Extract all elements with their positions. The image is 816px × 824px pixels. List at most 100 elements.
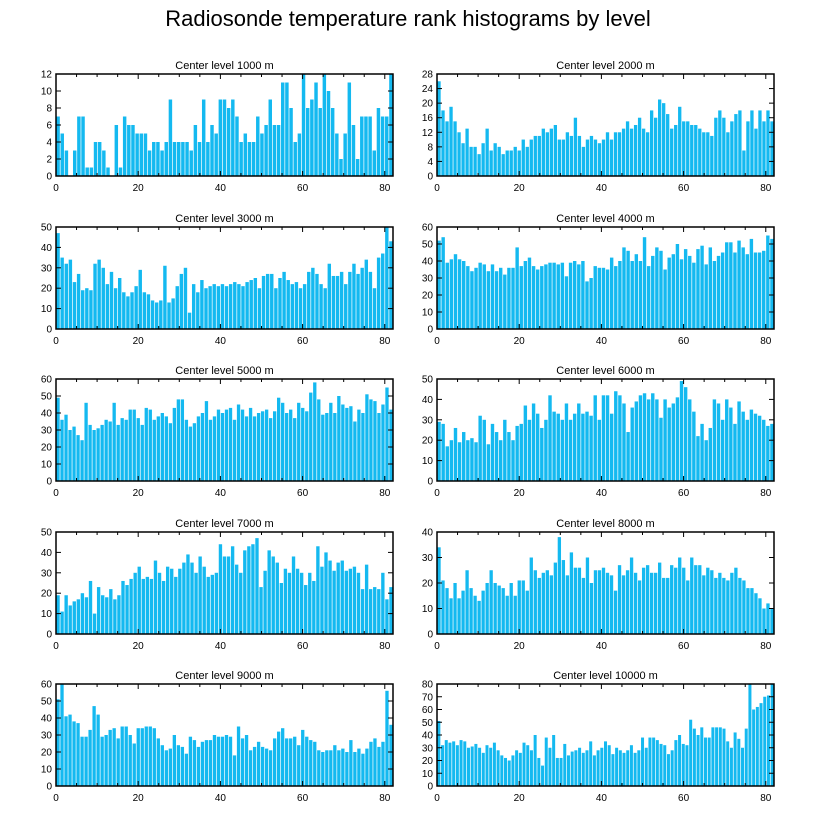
- histogram-bar: [733, 732, 737, 786]
- histogram-bar: [281, 82, 285, 176]
- histogram-bar: [600, 747, 604, 786]
- histogram-bar: [716, 255, 721, 329]
- chart-panel: Center level 4000 m 0 10 20 30 40 50 60 0 20 40 60 8…: [422, 213, 775, 347]
- histogram-bar: [179, 273, 184, 329]
- histogram-bar: [597, 143, 602, 176]
- histogram-bar: [265, 273, 270, 329]
- histogram-bar: [529, 557, 533, 634]
- histogram-bar: [753, 413, 758, 481]
- histogram-bar: [344, 570, 348, 634]
- histogram-bar: [135, 133, 139, 176]
- histogram-bar: [726, 132, 730, 176]
- histogram-bar: [153, 560, 158, 634]
- histogram-bar: [320, 566, 324, 634]
- histogram-bar: [160, 150, 164, 176]
- histogram-bar: [548, 262, 552, 329]
- histogram-bar: [389, 241, 393, 329]
- histogram-bar: [64, 263, 68, 329]
- histogram-bar: [368, 116, 372, 176]
- histogram-bar: [154, 302, 159, 329]
- histogram-bar: [156, 142, 160, 176]
- histogram-bar: [521, 580, 525, 634]
- histogram-bar: [92, 430, 96, 481]
- histogram-bar: [581, 752, 585, 786]
- histogram-bar: [290, 284, 295, 329]
- x-tick-label: 20: [133, 793, 145, 804]
- x-tick-label: 20: [514, 488, 526, 499]
- histogram-bar: [208, 286, 212, 329]
- histogram-bar: [377, 589, 381, 634]
- histogram-bar: [160, 413, 164, 481]
- histogram-bar: [453, 121, 457, 176]
- histogram-bar: [622, 247, 626, 329]
- histogram-bar: [733, 252, 737, 329]
- panel-title: Center level 4000 m: [556, 213, 654, 225]
- histogram-bar: [552, 411, 556, 481]
- histogram-bar: [140, 424, 144, 481]
- histogram-bar: [477, 600, 481, 634]
- histogram-bar: [708, 247, 713, 329]
- histogram-bar: [560, 419, 565, 481]
- y-tick-label: 20: [422, 579, 434, 590]
- histogram-bar: [385, 116, 389, 176]
- histogram-bar: [85, 167, 89, 176]
- histogram-bar: [281, 728, 285, 786]
- histogram-bar: [629, 128, 634, 176]
- histogram-bar: [556, 264, 560, 329]
- histogram-bar: [56, 233, 60, 329]
- histogram-bar: [523, 261, 528, 329]
- histogram-bar: [325, 413, 329, 481]
- histogram-bar: [470, 746, 474, 786]
- y-tick-label: 40: [422, 257, 434, 268]
- histogram-bar: [364, 259, 368, 329]
- histogram-bar: [220, 736, 225, 786]
- histogram-bar: [176, 399, 181, 481]
- histogram-bar: [645, 565, 650, 634]
- histogram-bar: [441, 110, 445, 176]
- histogram-bar: [466, 440, 470, 481]
- y-tick-label: 50: [422, 718, 434, 729]
- histogram-bar: [593, 395, 597, 481]
- histogram-bar: [712, 261, 717, 329]
- histogram-bar: [352, 566, 357, 634]
- histogram-bar: [505, 595, 509, 634]
- histogram-bar: [163, 265, 167, 329]
- x-tick-label: 20: [133, 488, 145, 499]
- histogram-bar: [139, 133, 144, 176]
- histogram-bar: [725, 399, 729, 481]
- histogram-bar: [601, 395, 606, 481]
- histogram-bar: [176, 745, 181, 786]
- histogram-bar: [301, 74, 306, 176]
- histogram-bar: [481, 752, 485, 786]
- histogram-bar: [449, 106, 453, 176]
- histogram-bar: [226, 556, 231, 634]
- y-tick-label: 30: [422, 553, 434, 564]
- histogram-bar: [239, 142, 243, 176]
- histogram-bar: [744, 728, 748, 786]
- histogram-bar: [712, 399, 717, 481]
- plot-frame: [436, 378, 775, 482]
- histogram-bar: [381, 253, 385, 329]
- histogram-bar: [585, 139, 590, 176]
- y-tick-label: 50: [41, 697, 53, 708]
- x-tick-label: 80: [760, 641, 772, 652]
- histogram-bar: [745, 419, 749, 481]
- histogram-bar: [548, 395, 552, 481]
- histogram-bar: [321, 752, 325, 786]
- histogram-bar: [220, 413, 225, 481]
- histogram-bar: [459, 740, 463, 786]
- histogram-bar: [523, 405, 528, 481]
- histogram-bar: [722, 577, 726, 634]
- histogram-bar: [200, 280, 204, 329]
- histogram-bar: [545, 132, 549, 176]
- histogram-bar: [264, 409, 269, 481]
- histogram-bar: [655, 247, 659, 329]
- histogram-bar: [235, 564, 239, 634]
- histogram-bar: [577, 135, 582, 176]
- histogram-bar: [553, 562, 558, 634]
- histogram-bar: [56, 116, 60, 176]
- histogram-bar: [252, 746, 257, 786]
- histogram-bar: [72, 150, 77, 176]
- histogram-bar: [537, 757, 541, 786]
- histogram-bar: [497, 146, 501, 176]
